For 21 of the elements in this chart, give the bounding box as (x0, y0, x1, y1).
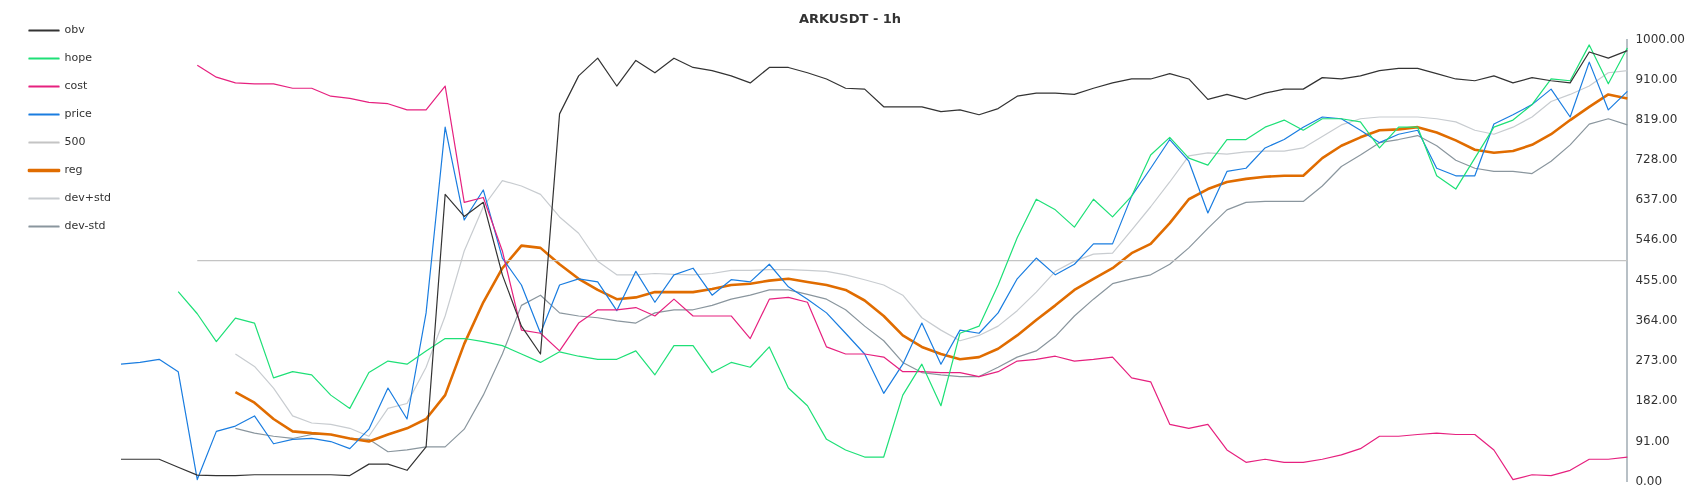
chart-title: ARKUSDT - 1h (798, 11, 902, 27)
legend-label: cost (64, 79, 89, 93)
y-tick-label: 910.00 (1635, 71, 1678, 86)
legend-label: reg (64, 163, 83, 177)
legend-label: hope (64, 51, 93, 65)
y-tick-label: 455.00 (1635, 272, 1678, 287)
legend-label: price (64, 107, 93, 121)
legend-label: obv (64, 23, 86, 37)
y-tick-label: 1000.00 (1635, 31, 1685, 46)
y-tick-label: 364.00 (1635, 312, 1678, 327)
y-tick-label: 637.00 (1635, 192, 1678, 207)
y-tick-label: 546.00 (1635, 232, 1678, 247)
y-tick-label: 182.00 (1635, 393, 1678, 408)
y-tick-label: 91.00 (1635, 433, 1670, 448)
y-tick-label: 819.00 (1635, 111, 1678, 126)
legend-label: dev+std (64, 191, 112, 205)
legend-label: 500 (64, 135, 86, 149)
legend-label: dev-std (64, 219, 106, 233)
y-tick-label: 728.00 (1635, 152, 1678, 166)
y-tick-label: 0.00 (1635, 473, 1663, 488)
y-tick-label: 273.00 (1635, 353, 1678, 368)
